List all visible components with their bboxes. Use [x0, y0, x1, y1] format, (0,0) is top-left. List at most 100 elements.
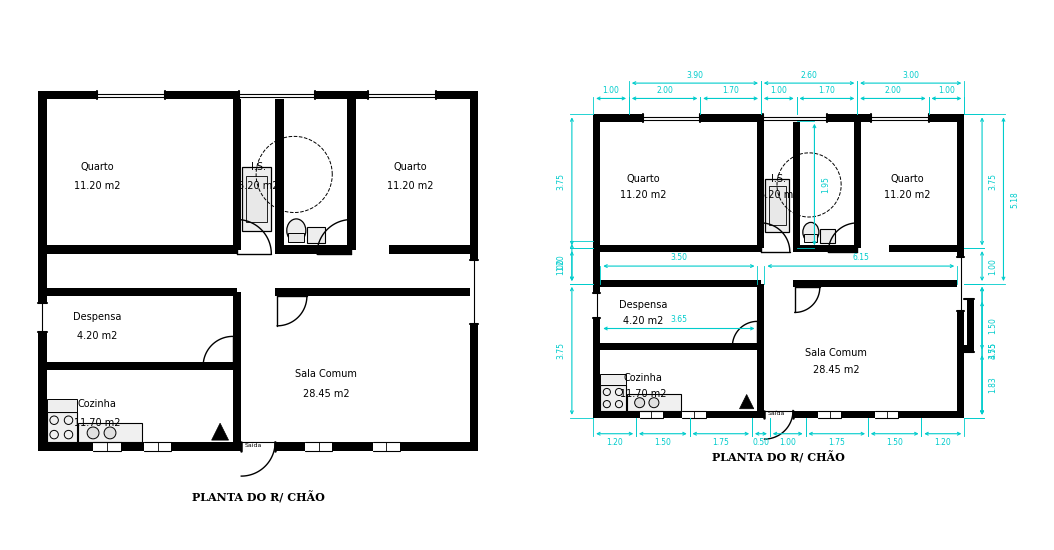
Text: 3.75: 3.75 [557, 342, 565, 359]
Bar [768, 186, 786, 225]
Bar [38, 302, 46, 332]
Bar [601, 245, 761, 252]
Bar [372, 442, 401, 450]
Text: 28.45 m2: 28.45 m2 [302, 388, 349, 399]
Bar [93, 442, 120, 450]
Bar [38, 91, 46, 450]
Bar [758, 284, 764, 410]
Bar [593, 114, 964, 417]
Text: 1.50: 1.50 [655, 438, 671, 447]
Text: 11.20 m2: 11.20 m2 [620, 190, 666, 200]
Bar [288, 233, 304, 242]
Bar [233, 292, 241, 442]
Text: I.S.: I.S. [251, 162, 266, 172]
Bar [38, 91, 479, 450]
Bar [275, 100, 284, 250]
Bar [957, 114, 964, 417]
Bar [764, 410, 793, 417]
Text: Saída: Saída [767, 411, 785, 416]
Bar [793, 280, 957, 288]
Text: Quarto: Quarto [394, 162, 428, 172]
Text: 2.60: 2.60 [801, 70, 818, 80]
Bar [97, 91, 165, 100]
Bar [470, 91, 479, 450]
Bar [793, 245, 797, 252]
Text: 11.70 m2: 11.70 m2 [74, 418, 120, 428]
Bar [38, 442, 479, 450]
Bar [763, 114, 827, 122]
Bar [389, 245, 436, 254]
Bar [872, 114, 929, 122]
Text: 1.75: 1.75 [828, 438, 845, 447]
Bar [797, 245, 857, 252]
Bar [241, 442, 275, 450]
Text: 3.90: 3.90 [686, 70, 703, 80]
Circle shape [104, 427, 116, 439]
Text: 2.00: 2.00 [657, 86, 674, 95]
Bar [964, 299, 968, 345]
Ellipse shape [287, 219, 306, 242]
Text: 6.15: 6.15 [853, 253, 870, 262]
Text: 1.00: 1.00 [779, 438, 796, 447]
Bar [929, 245, 957, 252]
Bar [46, 288, 237, 296]
Text: 3.50: 3.50 [670, 253, 687, 262]
Circle shape [649, 398, 659, 408]
Bar [46, 399, 77, 412]
Bar [307, 227, 325, 243]
Bar [239, 91, 315, 100]
Bar [818, 410, 841, 417]
Polygon shape [795, 412, 801, 417]
Bar [275, 288, 470, 296]
Bar [78, 423, 142, 442]
Bar [875, 410, 898, 417]
Bar [820, 229, 835, 243]
Bar [305, 442, 332, 450]
Text: 3.65: 3.65 [670, 315, 687, 324]
Bar [46, 362, 237, 370]
Text: 3.75: 3.75 [557, 173, 565, 190]
Bar [242, 167, 271, 230]
Bar [640, 410, 663, 417]
Text: 1.95: 1.95 [821, 176, 829, 193]
Bar [854, 122, 861, 248]
Text: 5.20 m2: 5.20 m2 [759, 190, 799, 200]
Text: Quarto: Quarto [80, 162, 114, 172]
Bar [233, 100, 241, 250]
Bar [627, 394, 681, 410]
Text: PLANTA DO R/ CHÃO: PLANTA DO R/ CHÃO [713, 450, 845, 463]
Text: 3.00: 3.00 [902, 70, 919, 80]
Bar [601, 374, 626, 385]
Polygon shape [212, 423, 229, 440]
Text: 11.20 m2: 11.20 m2 [74, 181, 120, 191]
Text: 1.83: 1.83 [989, 377, 997, 393]
Text: 2.00: 2.00 [884, 86, 901, 95]
Ellipse shape [803, 222, 819, 242]
Bar [275, 245, 279, 254]
Polygon shape [740, 394, 754, 409]
Text: 1.00: 1.00 [989, 257, 997, 274]
Text: 1.50: 1.50 [989, 317, 997, 334]
Bar [593, 293, 601, 318]
Polygon shape [277, 444, 285, 450]
Text: 1.20: 1.20 [606, 438, 623, 447]
Text: 1.20: 1.20 [935, 438, 951, 447]
Text: Sala Comum: Sala Comum [295, 370, 357, 379]
Text: 1.20: 1.20 [557, 254, 565, 271]
Text: 11.20 m2: 11.20 m2 [388, 181, 434, 191]
Bar [682, 410, 705, 417]
Text: 11.20 m2: 11.20 m2 [884, 190, 931, 200]
Text: 1.00: 1.00 [938, 86, 955, 95]
Text: 4.55: 4.55 [989, 342, 997, 359]
Text: 1.50: 1.50 [886, 438, 903, 447]
Text: Cozinha: Cozinha [624, 373, 663, 383]
Text: 1.00: 1.00 [557, 257, 565, 274]
Circle shape [635, 398, 645, 408]
Bar [601, 385, 626, 410]
Bar [601, 280, 761, 288]
Text: 11.70 m2: 11.70 m2 [620, 389, 666, 399]
Text: 1.70: 1.70 [819, 86, 836, 95]
Bar [593, 410, 964, 417]
Bar [765, 179, 789, 232]
Text: Sala Comum: Sala Comum [805, 349, 866, 359]
